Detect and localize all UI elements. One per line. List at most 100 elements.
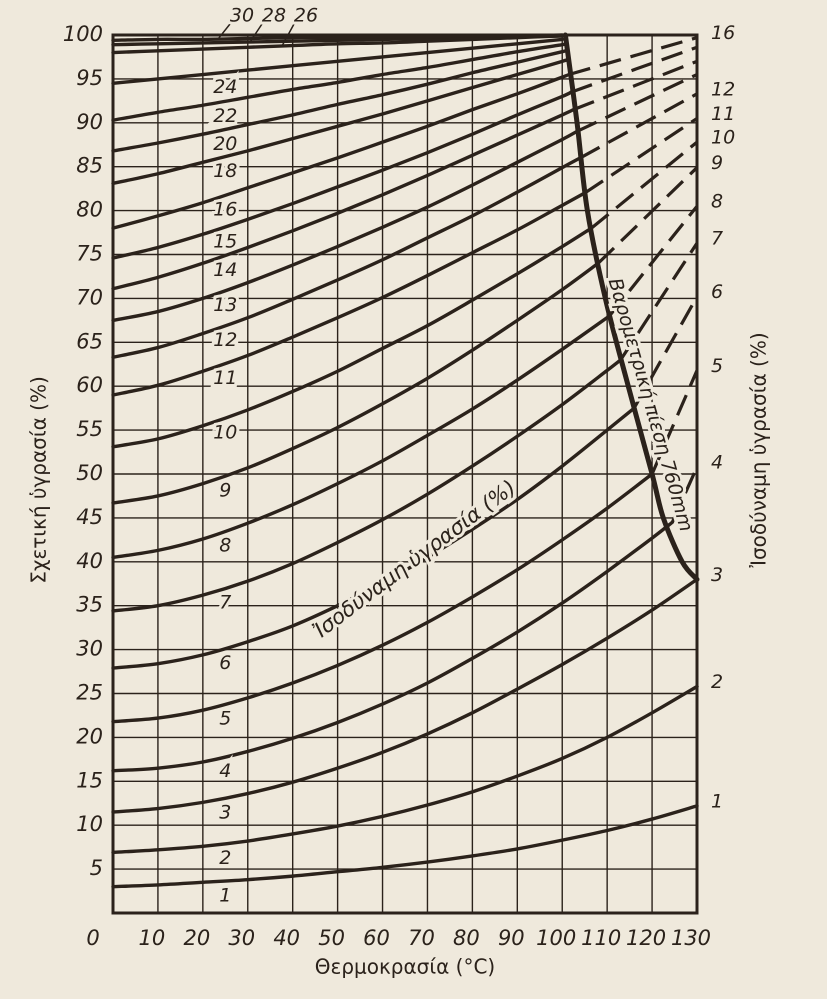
x-tick-label: 70 bbox=[408, 926, 435, 950]
y-tick-label: 25 bbox=[76, 681, 103, 705]
y-tick-label: 95 bbox=[76, 66, 103, 90]
curve-label: 10 bbox=[213, 421, 237, 443]
curve-label: 12 bbox=[213, 329, 237, 351]
x-tick-label: 110 bbox=[581, 926, 621, 950]
curve bbox=[111, 314, 612, 560]
curve-label: 15 bbox=[213, 230, 237, 252]
curve-label: 1 bbox=[219, 884, 231, 906]
x-axis-title: Θερμοκρασία (°C) bbox=[315, 955, 495, 979]
curve-label: 5 bbox=[219, 708, 231, 730]
dashed-curve bbox=[597, 166, 699, 265]
dashed-curve bbox=[619, 242, 699, 361]
dashed-curve bbox=[583, 117, 698, 195]
curve bbox=[111, 472, 654, 724]
curve-label: 28 bbox=[262, 5, 286, 27]
curve-label: 9 bbox=[219, 479, 231, 501]
curve-label: 2 bbox=[219, 847, 231, 869]
y-tick-label: 60 bbox=[76, 373, 103, 397]
dashed-curve bbox=[632, 295, 699, 409]
x-tick-label: 80 bbox=[453, 926, 480, 950]
curve bbox=[111, 577, 699, 814]
curve bbox=[111, 261, 600, 505]
curve-label: 6 bbox=[219, 652, 231, 674]
curve bbox=[111, 48, 569, 153]
curve-label: 7 bbox=[219, 592, 231, 614]
curve bbox=[111, 37, 564, 85]
curve-end-label: 16 bbox=[711, 22, 735, 44]
curve-end-label: 3 bbox=[711, 564, 723, 586]
curve bbox=[111, 156, 582, 359]
curve bbox=[111, 33, 564, 42]
curve-end-label: 4 bbox=[711, 451, 723, 473]
dashed-curve bbox=[650, 369, 699, 475]
curve-end-label: 12 bbox=[711, 78, 735, 100]
y-tick-label: 90 bbox=[76, 110, 103, 134]
curve bbox=[111, 358, 623, 613]
leader-line bbox=[217, 23, 231, 40]
x-tick-label: 0 bbox=[86, 926, 99, 950]
x-tick-label: 50 bbox=[318, 926, 345, 950]
curve-label: 30 bbox=[230, 5, 254, 27]
curve bbox=[111, 72, 571, 230]
curve bbox=[111, 226, 594, 449]
y-tick-label: 80 bbox=[76, 198, 103, 222]
curve-label: 24 bbox=[213, 76, 237, 98]
x-tick-label: 30 bbox=[228, 926, 255, 950]
curve bbox=[111, 191, 587, 397]
x-tick-label: 40 bbox=[273, 926, 300, 950]
x-tick-label: 20 bbox=[183, 926, 210, 950]
dashed-curve bbox=[590, 140, 699, 230]
dashed-curve bbox=[572, 59, 698, 112]
curve-label: 3 bbox=[219, 801, 231, 823]
curve-end-label: 7 bbox=[711, 228, 723, 250]
y-tick-label: 45 bbox=[76, 505, 103, 529]
curve-end-label: 5 bbox=[711, 355, 723, 377]
y-tick-label: 10 bbox=[76, 812, 103, 836]
curve-label: 22 bbox=[213, 105, 237, 127]
y-tick-label: 75 bbox=[76, 242, 103, 266]
curve-end-label: 11 bbox=[711, 103, 735, 125]
curve bbox=[111, 804, 699, 889]
x-tick-label: 120 bbox=[626, 926, 666, 950]
curve-end-label: 6 bbox=[711, 281, 723, 303]
curve-label: 16 bbox=[213, 199, 237, 221]
x-tick-label: 10 bbox=[139, 926, 166, 950]
y-axis-title: Σχετική ὑγρασία (%) bbox=[27, 376, 51, 584]
dashed-curve bbox=[568, 36, 698, 77]
y-tick-label: 30 bbox=[76, 637, 103, 661]
curve-label: 18 bbox=[213, 160, 237, 182]
curve bbox=[111, 684, 699, 855]
curve bbox=[111, 520, 674, 773]
y-tick-label: 65 bbox=[76, 329, 103, 353]
plot-frame bbox=[111, 33, 699, 915]
dashed-curve bbox=[575, 73, 698, 134]
curve-label: 8 bbox=[219, 535, 231, 557]
dashed-curve bbox=[670, 466, 699, 523]
curve-label: 14 bbox=[213, 259, 237, 281]
y-tick-label: 35 bbox=[76, 593, 103, 617]
curve-end-label: 2 bbox=[711, 671, 723, 693]
curve bbox=[111, 129, 579, 323]
y-tick-label: 15 bbox=[76, 768, 103, 792]
curve bbox=[111, 90, 573, 260]
curve-label: 26 bbox=[294, 5, 318, 27]
curve-end-label: 10 bbox=[711, 127, 735, 149]
x-tick-label: 60 bbox=[363, 926, 390, 950]
curve-label: 13 bbox=[213, 294, 237, 316]
y-tick-label: 40 bbox=[76, 549, 103, 573]
curve bbox=[111, 57, 570, 186]
x-tick-label: 130 bbox=[671, 926, 711, 950]
dashed-curve bbox=[608, 205, 699, 317]
x-tick-label: 90 bbox=[498, 926, 525, 950]
dashed-curve bbox=[579, 92, 698, 160]
curve-label: 11 bbox=[213, 367, 237, 389]
barometric-curve bbox=[562, 32, 700, 582]
y-tick-label: 50 bbox=[76, 461, 103, 485]
curve bbox=[111, 107, 576, 291]
y-tick-label: 20 bbox=[76, 724, 103, 748]
curve bbox=[111, 406, 636, 670]
curve-label: 20 bbox=[213, 133, 237, 155]
y-tick-label: 5 bbox=[90, 856, 103, 880]
y-tick-label: 70 bbox=[76, 285, 103, 309]
